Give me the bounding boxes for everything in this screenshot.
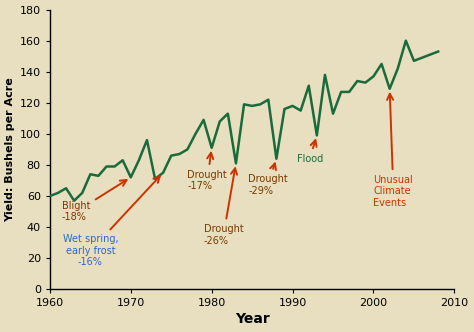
Text: Drought
-29%: Drought -29% — [248, 163, 288, 196]
Text: Drought
-17%: Drought -17% — [187, 153, 227, 191]
Text: Flood: Flood — [297, 140, 323, 164]
Y-axis label: Yield: Bushels per Acre: Yield: Bushels per Acre — [6, 77, 16, 222]
X-axis label: Year: Year — [235, 312, 270, 326]
Text: Unusual
Climate
Events: Unusual Climate Events — [374, 94, 413, 208]
Text: Blight
-18%: Blight -18% — [62, 180, 127, 222]
Text: Drought
-26%: Drought -26% — [204, 168, 243, 246]
Text: Wet spring,
early frost
-16%: Wet spring, early frost -16% — [63, 176, 160, 268]
